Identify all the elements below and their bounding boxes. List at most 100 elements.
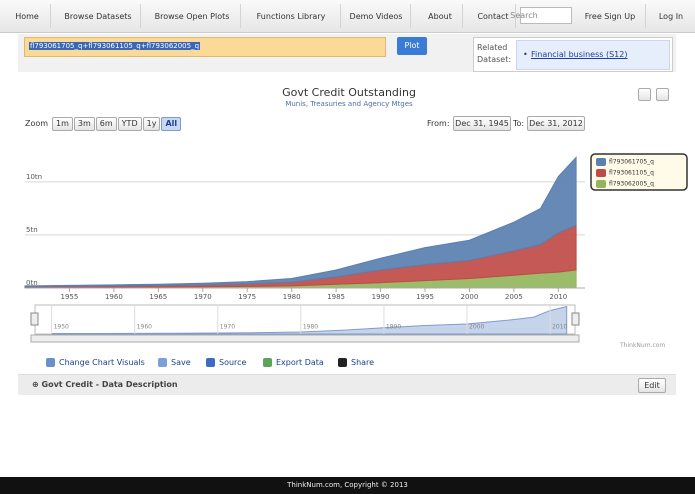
x-tick-label: 1955 <box>61 293 79 301</box>
tool-label: Save <box>171 358 191 367</box>
nav-separator <box>410 4 411 28</box>
description-bar: ⊕ Govt Credit - Data Description Edit <box>18 374 676 395</box>
navigator-tick-label: 1960 <box>137 324 152 331</box>
zoom-button[interactable]: 1y <box>142 117 161 131</box>
y-tick-label: 5tn <box>26 226 38 234</box>
x-tick-label: 1965 <box>149 293 167 301</box>
nav-item[interactable]: Home <box>15 12 39 21</box>
from-label: From: <box>427 119 450 128</box>
zoom-button[interactable]: 6m <box>95 117 117 131</box>
zoom-label: Zoom <box>25 119 49 128</box>
tool-icon <box>206 358 215 367</box>
tool-link[interactable]: Save <box>158 358 191 367</box>
nav-item[interactable]: Functions Library <box>256 12 326 21</box>
nav-separator <box>340 4 341 28</box>
nav-separator <box>140 4 141 28</box>
legend-swatch <box>596 180 606 188</box>
tool-link[interactable]: Export Data <box>263 358 324 367</box>
legend-box <box>590 153 688 191</box>
search-input[interactable]: Search <box>510 7 572 24</box>
x-tick-label: 2005 <box>505 293 523 301</box>
nav-separator <box>50 4 51 28</box>
navigator-area <box>51 305 568 335</box>
nav-separator <box>462 4 463 28</box>
to-input[interactable]: Dec 31, 2012 <box>527 116 585 131</box>
tool-label: Source <box>219 358 247 367</box>
nav-item[interactable]: Browse Datasets <box>64 12 132 21</box>
nav-separator <box>515 4 516 28</box>
x-tick-label: 2000 <box>461 293 479 301</box>
related-label: Related Dataset: <box>477 43 512 64</box>
nav-item[interactable]: About <box>428 12 452 21</box>
tool-icon <box>158 358 167 367</box>
x-tick-label: 1995 <box>416 293 434 301</box>
nav-separator <box>645 4 646 28</box>
related-link[interactable]: Financial business (S12) <box>531 50 628 59</box>
plot-button[interactable]: Plot <box>397 37 427 55</box>
nav-bar: Home Browse Datasets Browse Open Plots Func… <box>0 0 695 33</box>
scrollbar <box>30 334 580 343</box>
edit-button[interactable]: Edit <box>638 378 666 393</box>
navigator-tick-label: 1990 <box>386 324 401 331</box>
nav-separator <box>240 4 241 28</box>
nav-item[interactable]: Demo Videos <box>349 12 403 21</box>
x-tick-label: 1980 <box>283 293 301 301</box>
zoom-button[interactable]: 3m <box>73 117 95 131</box>
nav-item[interactable]: Browse Open Plots <box>154 12 230 21</box>
export-icon[interactable] <box>656 88 669 101</box>
navigator-tick-label: 2010 <box>552 324 567 331</box>
credit: ThinkNum.com <box>620 342 666 349</box>
chart-title: Govt Credit Outstanding <box>282 86 416 99</box>
zoom-button[interactable]: All <box>161 117 182 131</box>
tool-link[interactable]: Share <box>338 358 374 367</box>
to-label: To: <box>513 119 525 128</box>
zoom-button[interactable]: YTD <box>117 117 142 131</box>
from-input[interactable]: Dec 31, 1945 <box>453 116 511 131</box>
navigator-tick-label: 1950 <box>54 324 69 331</box>
related-list: • Financial business (S12) <box>516 40 670 70</box>
legend-swatch <box>596 169 606 177</box>
x-tick-label: 1975 <box>238 293 256 301</box>
tool-icon <box>338 358 347 367</box>
tool-icon <box>263 358 272 367</box>
tool-label: Share <box>351 358 375 367</box>
chart: Govt Credit Outstanding Munis, Treasurie… <box>24 86 688 343</box>
x-tick-label: 1960 <box>105 293 123 301</box>
navigator-handle <box>30 312 39 326</box>
related-box: Related Dataset: • Financial business (S… <box>473 37 673 72</box>
zoom-buttons: 1m 3m 6m YTD 1y All <box>52 117 182 131</box>
tool-link[interactable]: Source <box>206 358 246 367</box>
x-tick-label: 1990 <box>372 293 390 301</box>
tool-label: Change Chart Visuals <box>59 358 145 367</box>
legend-label: fl793062005_q <box>609 181 654 188</box>
navigator-tick-label: 1980 <box>303 324 318 331</box>
y-tick-label: 10tn <box>26 173 42 181</box>
area <box>24 156 577 288</box>
nav-item[interactable]: Free Sign Up <box>584 12 636 21</box>
legend-label: fl793061105_q <box>609 170 654 177</box>
legend-swatch <box>596 158 606 166</box>
nav-item[interactable]: Log In <box>658 12 684 21</box>
navigator-tick-label: 1970 <box>220 324 235 331</box>
search-placeholder: Search <box>510 11 538 20</box>
x-tick-label: 2010 <box>549 293 567 301</box>
x-tick-label: 1970 <box>194 293 212 301</box>
description-title[interactable]: ⊕ Govt Credit - Data Description <box>32 380 178 389</box>
zoom-button[interactable]: 1m <box>52 117 73 131</box>
x-tick-label: 1985 <box>327 293 345 301</box>
navigator-tick-label: 2000 <box>469 324 484 331</box>
legend-label: fl793061705_q <box>609 159 654 166</box>
navigator-handle <box>571 312 580 326</box>
query-input[interactable]: fl793061705_q+fl793061105_q+fl793062005_… <box>24 37 386 57</box>
print-icon[interactable] <box>638 88 651 101</box>
tool-label: Export Data <box>276 358 324 367</box>
query-text: fl793061705_q+fl793061105_q+fl793062005_… <box>29 42 201 50</box>
tool-icon <box>46 358 55 367</box>
description-text: Govt Credit - Data Description <box>41 380 178 389</box>
y-tick-label: 0tn <box>26 279 38 287</box>
footer: ThinkNum.com, Copyright © 2013 <box>0 477 695 494</box>
tool-link[interactable]: Change Chart Visuals <box>46 358 145 367</box>
nav-item[interactable]: Contact <box>477 12 509 21</box>
chart-subtitle: Munis, Treasuries and Agency Mtges <box>285 100 413 108</box>
